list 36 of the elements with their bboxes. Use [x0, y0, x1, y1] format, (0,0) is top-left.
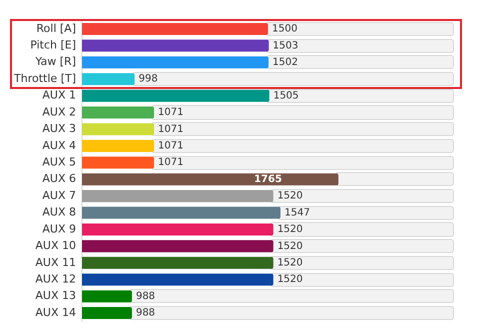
data-label: 1520 [277, 258, 303, 269]
y-tick-label: AUX 8 [42, 206, 76, 219]
data-label: 1520 [277, 224, 303, 236]
data-label: 1765 [254, 174, 282, 185]
data-label: 1520 [277, 274, 303, 286]
data-label: 1071 [158, 124, 184, 135]
y-tick-label: Roll [A] [36, 22, 76, 35]
data-label: 1547 [284, 207, 310, 218]
y-tick-label: Throttle [T] [13, 72, 76, 85]
data-label: 1505 [273, 90, 299, 102]
y-tick-label: AUX 14 [35, 306, 76, 319]
data-label: 988 [136, 290, 156, 302]
y-tick-label: Pitch [E] [30, 38, 76, 52]
y-tick-label: AUX 12 [35, 272, 76, 286]
data-label: 1500 [272, 24, 298, 35]
data-label: 988 [136, 308, 156, 319]
data-label: 1071 [158, 107, 184, 118]
data-label: 1503 [272, 40, 298, 52]
data-label: 1071 [158, 140, 184, 152]
y-tick-label: AUX 13 [35, 289, 76, 302]
data-label: 1520 [277, 240, 303, 252]
y-tick-label: AUX 5 [42, 156, 76, 169]
y-tick-label: AUX 4 [42, 138, 76, 152]
data-label: 998 [138, 74, 158, 85]
y-tick-label: AUX 2 [42, 105, 76, 118]
data-label: 1520 [277, 190, 303, 202]
y-tick-label: AUX 9 [42, 222, 76, 236]
y-tick-label: AUX 7 [42, 188, 76, 202]
y-tick-label: Yaw [R] [34, 55, 76, 68]
data-label: 1071 [158, 157, 184, 168]
y-tick-label: AUX 6 [42, 172, 76, 186]
y-tick-label: AUX 10 [35, 239, 76, 252]
y-tick-label: AUX 1 [42, 88, 76, 102]
y-tick-label: AUX 3 [42, 122, 76, 136]
data-label: 1502 [272, 56, 298, 68]
y-tick-label: AUX 11 [35, 256, 76, 269]
